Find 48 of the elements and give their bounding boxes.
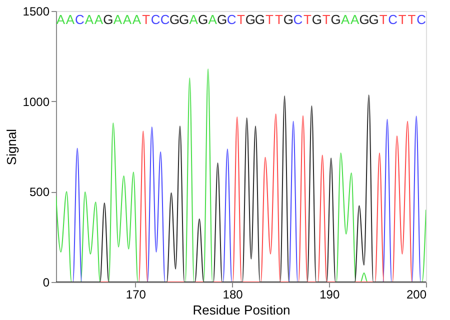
y-tick-label: 1000 (22, 94, 50, 109)
annotation: A (341, 12, 350, 27)
annotation: C (160, 12, 170, 27)
x-tick-label: 180 (222, 288, 244, 302)
x-axis-title: Residue Position (192, 302, 290, 318)
x-tick-label: 170 (126, 288, 146, 302)
annotation: C (75, 12, 84, 27)
annotation: T (408, 12, 416, 27)
annotation: A (350, 12, 360, 27)
annotation: A (84, 12, 94, 27)
annotation: T (379, 12, 388, 27)
y-tick-label: 0 (42, 276, 50, 290)
x-tick-label: 190 (320, 288, 340, 302)
annotation: T (303, 12, 312, 27)
x-tick-label: 200 (406, 288, 427, 302)
annotation: C (416, 12, 426, 27)
annotation: G (179, 12, 190, 27)
y-tick-label: 1500 (22, 4, 50, 18)
annotation: A (66, 12, 75, 27)
annotation: C (150, 12, 160, 27)
annotation: G (359, 12, 370, 27)
y-tick-label: 500 (29, 185, 50, 200)
annotation: G (283, 12, 294, 27)
annotation: G (103, 12, 114, 27)
annotation: G (170, 12, 180, 27)
annotation: G (368, 12, 379, 27)
annotation: C (226, 12, 236, 27)
annotation: A (208, 12, 218, 27)
annotation: A (189, 12, 198, 27)
annotation: T (265, 12, 274, 27)
annotation: A (94, 12, 104, 27)
annotation: G (330, 12, 341, 27)
annotation: T (142, 12, 150, 27)
annotation: T (237, 12, 246, 27)
annotation: T (322, 12, 330, 27)
annotation: T (398, 12, 406, 27)
annotation: A (122, 12, 132, 27)
annotation: G (312, 12, 322, 27)
annotation: A (113, 12, 122, 27)
annotation: A (132, 12, 142, 27)
y-axis-title: Signal (4, 128, 19, 166)
annotation: T (274, 12, 283, 27)
annotation: G (254, 12, 266, 27)
annotation: G (245, 12, 256, 27)
annotation: G (216, 12, 228, 27)
annotation: G (198, 12, 208, 27)
annotation: C (293, 12, 303, 27)
annotation: C (388, 12, 398, 27)
